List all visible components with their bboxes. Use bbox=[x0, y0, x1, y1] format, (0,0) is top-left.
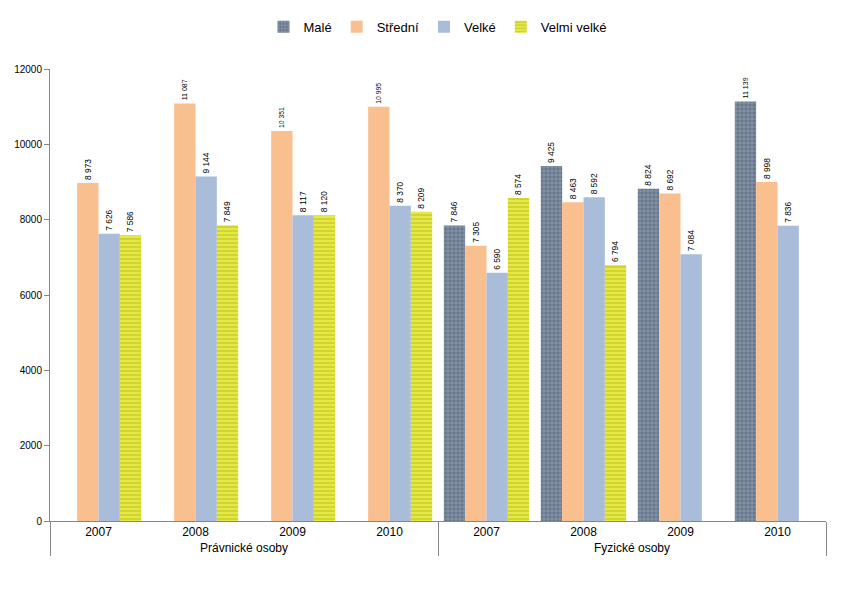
svg-text:8 973: 8 973 bbox=[83, 159, 93, 180]
svg-text:8000: 8000 bbox=[20, 214, 43, 225]
svg-text:6000: 6000 bbox=[20, 290, 43, 301]
svg-text:2010: 2010 bbox=[764, 525, 791, 539]
svg-text:7 836: 7 836 bbox=[783, 202, 793, 223]
svg-text:Malé: Malé bbox=[304, 20, 332, 35]
svg-text:8 998: 8 998 bbox=[762, 158, 772, 179]
svg-text:11 139: 11 139 bbox=[742, 77, 749, 98]
svg-text:Velmi velké: Velmi velké bbox=[541, 20, 607, 35]
svg-text:Fyzické osoby: Fyzické osoby bbox=[594, 541, 670, 555]
svg-text:2009: 2009 bbox=[279, 525, 306, 539]
svg-text:7 626: 7 626 bbox=[104, 209, 114, 230]
svg-text:10 351: 10 351 bbox=[278, 107, 285, 128]
svg-text:0: 0 bbox=[36, 516, 42, 527]
svg-text:4000: 4000 bbox=[20, 365, 43, 376]
svg-text:6 794: 6 794 bbox=[610, 241, 620, 262]
svg-text:Právnické osoby: Právnické osoby bbox=[200, 541, 288, 555]
svg-text:9 144: 9 144 bbox=[201, 152, 211, 173]
svg-text:8 692: 8 692 bbox=[665, 169, 675, 190]
svg-text:10000: 10000 bbox=[14, 139, 42, 150]
svg-text:7 305: 7 305 bbox=[471, 222, 481, 243]
svg-text:Velké: Velké bbox=[464, 20, 496, 35]
svg-text:Střední: Střední bbox=[377, 20, 419, 35]
svg-text:12000: 12000 bbox=[14, 64, 42, 75]
svg-text:7 586: 7 586 bbox=[125, 211, 135, 232]
svg-text:8 574: 8 574 bbox=[513, 174, 523, 195]
svg-text:2009: 2009 bbox=[667, 525, 694, 539]
svg-text:2007: 2007 bbox=[85, 525, 112, 539]
svg-text:6 590: 6 590 bbox=[492, 248, 502, 269]
svg-text:2008: 2008 bbox=[182, 525, 209, 539]
svg-text:8 120: 8 120 bbox=[319, 191, 329, 212]
svg-text:9 425: 9 425 bbox=[546, 142, 556, 163]
svg-text:7 849: 7 849 bbox=[222, 201, 232, 222]
svg-text:7 084: 7 084 bbox=[686, 230, 696, 251]
svg-text:8 209: 8 209 bbox=[416, 187, 426, 208]
svg-text:8 824: 8 824 bbox=[643, 164, 653, 185]
svg-text:8 370: 8 370 bbox=[395, 181, 405, 202]
svg-text:2000: 2000 bbox=[20, 440, 43, 451]
svg-text:7 846: 7 846 bbox=[449, 201, 459, 222]
svg-text:2010: 2010 bbox=[376, 525, 403, 539]
svg-text:2007: 2007 bbox=[473, 525, 500, 539]
svg-text:2008: 2008 bbox=[570, 525, 597, 539]
svg-text:8 117: 8 117 bbox=[298, 191, 308, 212]
svg-text:10 995: 10 995 bbox=[375, 83, 382, 104]
svg-text:8 463: 8 463 bbox=[568, 178, 578, 199]
svg-text:8 592: 8 592 bbox=[589, 173, 599, 194]
svg-text:11 087: 11 087 bbox=[181, 79, 188, 100]
